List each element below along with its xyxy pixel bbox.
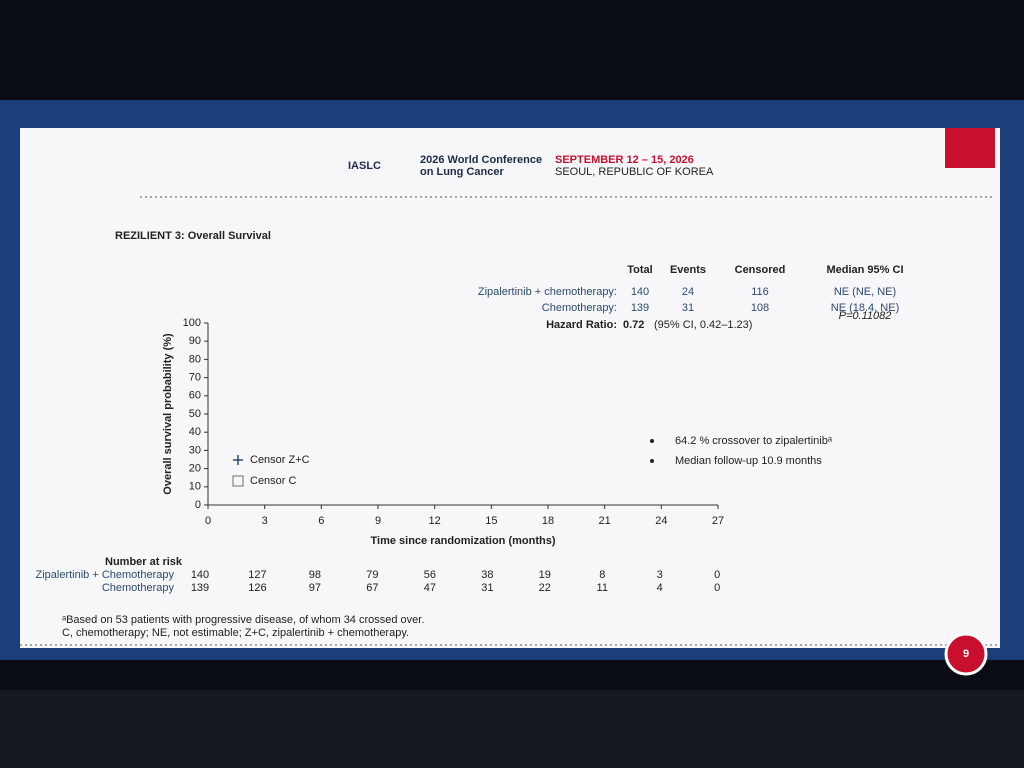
x-tick-label: 6 (318, 515, 324, 527)
page-badge (944, 632, 988, 676)
stats-cell: 116 (751, 286, 769, 298)
location: SEOUL, REPUBLIC OF KOREA (555, 166, 714, 178)
risk-value: 3 (657, 569, 663, 581)
footnote: ᵃBased on 53 patients with progressive d… (62, 614, 424, 626)
legend-symbol (232, 475, 244, 487)
stats-cell: NE (18.4, NE) (831, 302, 899, 314)
page-number: 9 (963, 648, 969, 660)
risk-value: 38 (481, 569, 493, 581)
stats-cell: 31 (682, 302, 694, 314)
risk-value: 127 (248, 569, 266, 581)
stats-cell: NE (NE, NE) (834, 286, 896, 298)
risk-value: 56 (424, 569, 436, 581)
org: IASLC (348, 160, 381, 172)
stats-header: Total (627, 264, 652, 276)
stats-cell: Chemotherapy: (542, 302, 617, 314)
x-tick-label: 21 (599, 515, 611, 527)
risk-label: Zipalertinib + Chemotherapy (36, 569, 175, 581)
x-tick-label: 18 (542, 515, 554, 527)
bullet-dot (650, 459, 654, 463)
x-tick-label: 3 (262, 515, 268, 527)
stats-header: Censored (735, 264, 786, 276)
stats-header: Median 95% CI (826, 264, 903, 276)
risk-value: 4 (657, 582, 663, 594)
y-tick-label: 90 (189, 335, 201, 347)
risk-value: 139 (191, 582, 209, 594)
slide (20, 128, 1000, 648)
x-tick-label: 0 (205, 515, 211, 527)
conference: on Lung Cancer (420, 166, 504, 178)
risk-value: 126 (248, 582, 266, 594)
risk-value: 11 (597, 582, 608, 594)
x-tick-label: 24 (655, 515, 667, 527)
y-tick-label: 10 (189, 481, 201, 493)
stats-header: Events (670, 264, 706, 276)
footnote: C, chemotherapy; NE, not estimable; Z+C,… (62, 627, 409, 639)
risk-title: Number at risk (105, 556, 183, 568)
x-axis-title: Time since randomization (months) (371, 535, 556, 547)
y-tick-label: 30 (189, 444, 201, 456)
hr-value: 0.72 (623, 319, 644, 331)
y-tick-label: 100 (183, 317, 201, 329)
risk-value: 67 (366, 582, 378, 594)
risk-value: 8 (599, 569, 605, 581)
p-value: P=0.11082 (839, 310, 892, 322)
risk-value: 97 (309, 582, 321, 594)
risk-value: 31 (481, 582, 493, 594)
risk-label: Chemotherapy (102, 582, 175, 594)
y-tick-label: 70 (189, 372, 201, 384)
risk-value: 19 (539, 569, 551, 581)
hr-ci: (95% CI, 0.42–1.23) (654, 319, 752, 331)
risk-value: 79 (366, 569, 378, 581)
y-tick-label: 20 (189, 463, 201, 475)
bullet-dot (650, 439, 654, 443)
legend-label: Censor Z+C (250, 454, 310, 466)
dates: SEPTEMBER 12 – 15, 2026 (555, 154, 694, 166)
x-tick-label: 27 (712, 515, 724, 527)
stats-cell: 140 (631, 286, 649, 298)
x-tick-label: 9 (375, 515, 381, 527)
stats-cell: 24 (682, 286, 694, 298)
conference: 2026 World Conference (420, 154, 542, 166)
y-tick-label: 80 (189, 353, 201, 365)
x-tick-label: 15 (485, 515, 497, 527)
bullet: Median follow-up 10.9 months (675, 455, 822, 467)
risk-value: 0 (714, 569, 720, 581)
risk-value: 22 (539, 582, 551, 594)
risk-value: 98 (309, 569, 321, 581)
y-tick-label: 60 (189, 390, 201, 402)
y-tick-label: 50 (189, 408, 201, 420)
slide-title: REZILIENT 3: Overall Survival (115, 230, 271, 242)
risk-value: 47 (424, 582, 436, 594)
legend-symbol (233, 455, 243, 465)
stats-cell: 139 (631, 302, 649, 314)
stats-cell: 108 (751, 302, 769, 314)
stats-cell: Zipalertinib + chemotherapy: (478, 286, 617, 298)
legend-label: Censor C (250, 475, 297, 487)
hr-label: Hazard Ratio: (546, 319, 617, 331)
y-tick-label: 0 (195, 499, 201, 511)
x-tick-label: 12 (429, 515, 441, 527)
risk-value: 140 (191, 569, 209, 581)
bullet: 64.2 % crossover to zipalertinibᵃ (675, 435, 833, 447)
risk-value: 0 (714, 582, 720, 594)
corner-accent (945, 128, 995, 168)
audience (0, 690, 1024, 768)
y-axis-title: Overall survival probability (%) (162, 333, 174, 495)
y-tick-label: 40 (189, 426, 201, 438)
